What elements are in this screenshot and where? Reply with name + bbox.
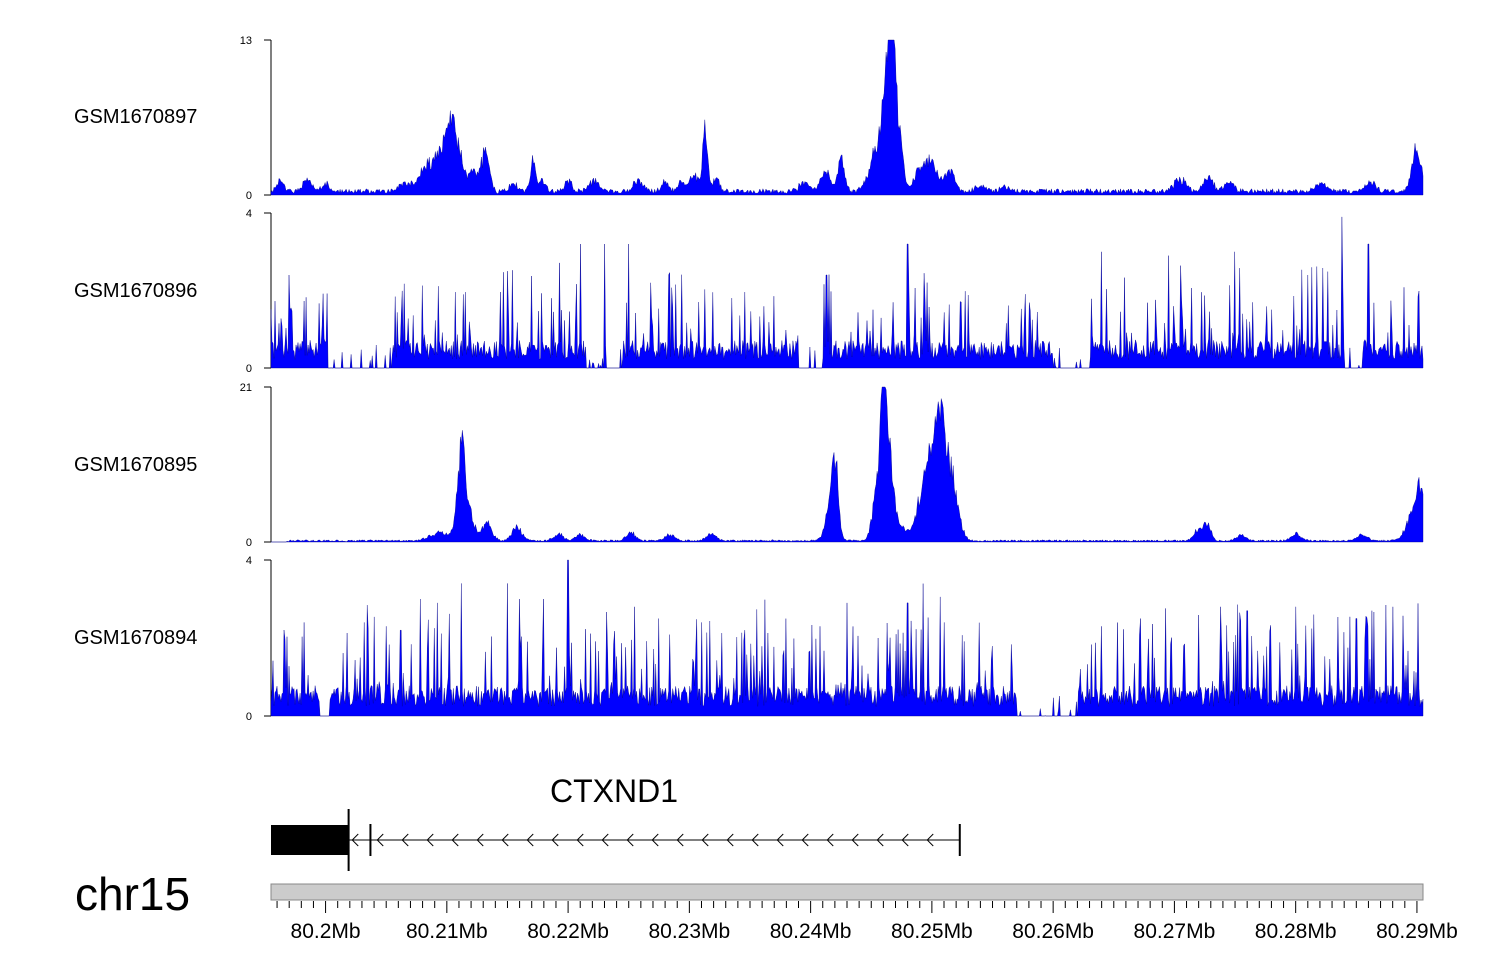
strand-arrow [701,833,709,847]
strand-arrow [401,833,409,847]
strand-arrow [651,833,659,847]
y-tick-label-max: 21 [240,382,252,394]
strand-arrow [776,833,784,847]
track-3: 21 0 [240,382,1424,549]
gene-model: CTXND1 [271,773,961,871]
strand-arrow [351,833,359,847]
gene-name: CTXND1 [550,773,678,809]
track-4: 40 [246,555,1424,723]
strand-arrow [751,833,759,847]
signal-area-4 [270,559,1424,717]
x-tick-label: 80.22Mb [527,920,609,943]
strand-arrow [726,833,734,847]
y-tick-label-min: 0 [246,190,252,202]
x-tick-label: 80.27Mb [1134,920,1216,943]
y-tick-label-max: 4 [246,208,252,220]
strand-arrow [376,833,384,847]
strand-arrow [901,833,909,847]
track-labels: GSM1670897 GSM1670896 GSM1670895 GSM1670… [74,106,197,649]
track-2: 40 [246,208,1424,375]
y-tick-label-min: 0 [246,363,252,375]
strand-arrow [526,833,534,847]
track-name-4: GSM1670894 [74,627,197,649]
track-name-2: GSM1670896 [74,280,197,302]
signal-area-2 [270,216,1424,369]
gene-exon-thick [271,825,349,855]
strand-arrow [876,833,884,847]
x-tick-label: 80.25Mb [891,920,973,943]
track-name-1: GSM1670897 [74,106,197,128]
y-tick-label-min: 0 [246,537,252,549]
x-tick-label: 80.2Mb [291,920,361,943]
strand-arrow [451,833,459,847]
y-tick-label-min: 0 [246,711,252,723]
track-1: 13 0 [240,35,1424,202]
x-tick-label: 80.23Mb [648,920,730,943]
strand-arrow [476,833,484,847]
strand-arrow [851,833,859,847]
strand-arrow [626,833,634,847]
chromosome-label: chr15 [75,868,190,920]
genome-axis: chr15 80.2Mb 80.21Mb 80.22Mb 80.23Mb 80.24Mb… [75,868,1458,943]
signal-area-1 [270,39,1424,196]
x-tick-label: 80.29Mb [1376,920,1458,943]
strand-arrow [676,833,684,847]
strand-arrow [576,833,584,847]
track-name-3: GSM1670895 [74,454,197,476]
signal-area-3 [271,386,1424,543]
y-tick-label-max: 13 [240,35,252,47]
x-tick-label: 80.26Mb [1012,920,1094,943]
x-tick-label: 80.24Mb [770,920,852,943]
x-tick-label: 80.21Mb [406,920,488,943]
strand-arrow [426,833,434,847]
x-tick-label: 80.28Mb [1255,920,1337,943]
strand-arrow [801,833,809,847]
strand-arrow [501,833,509,847]
chromosome-bar [270,883,1424,901]
y-tick-label-max: 4 [246,555,252,567]
strand-arrow [926,833,934,847]
strand-arrow [601,833,609,847]
strand-arrow [551,833,559,847]
strand-arrow [826,833,834,847]
